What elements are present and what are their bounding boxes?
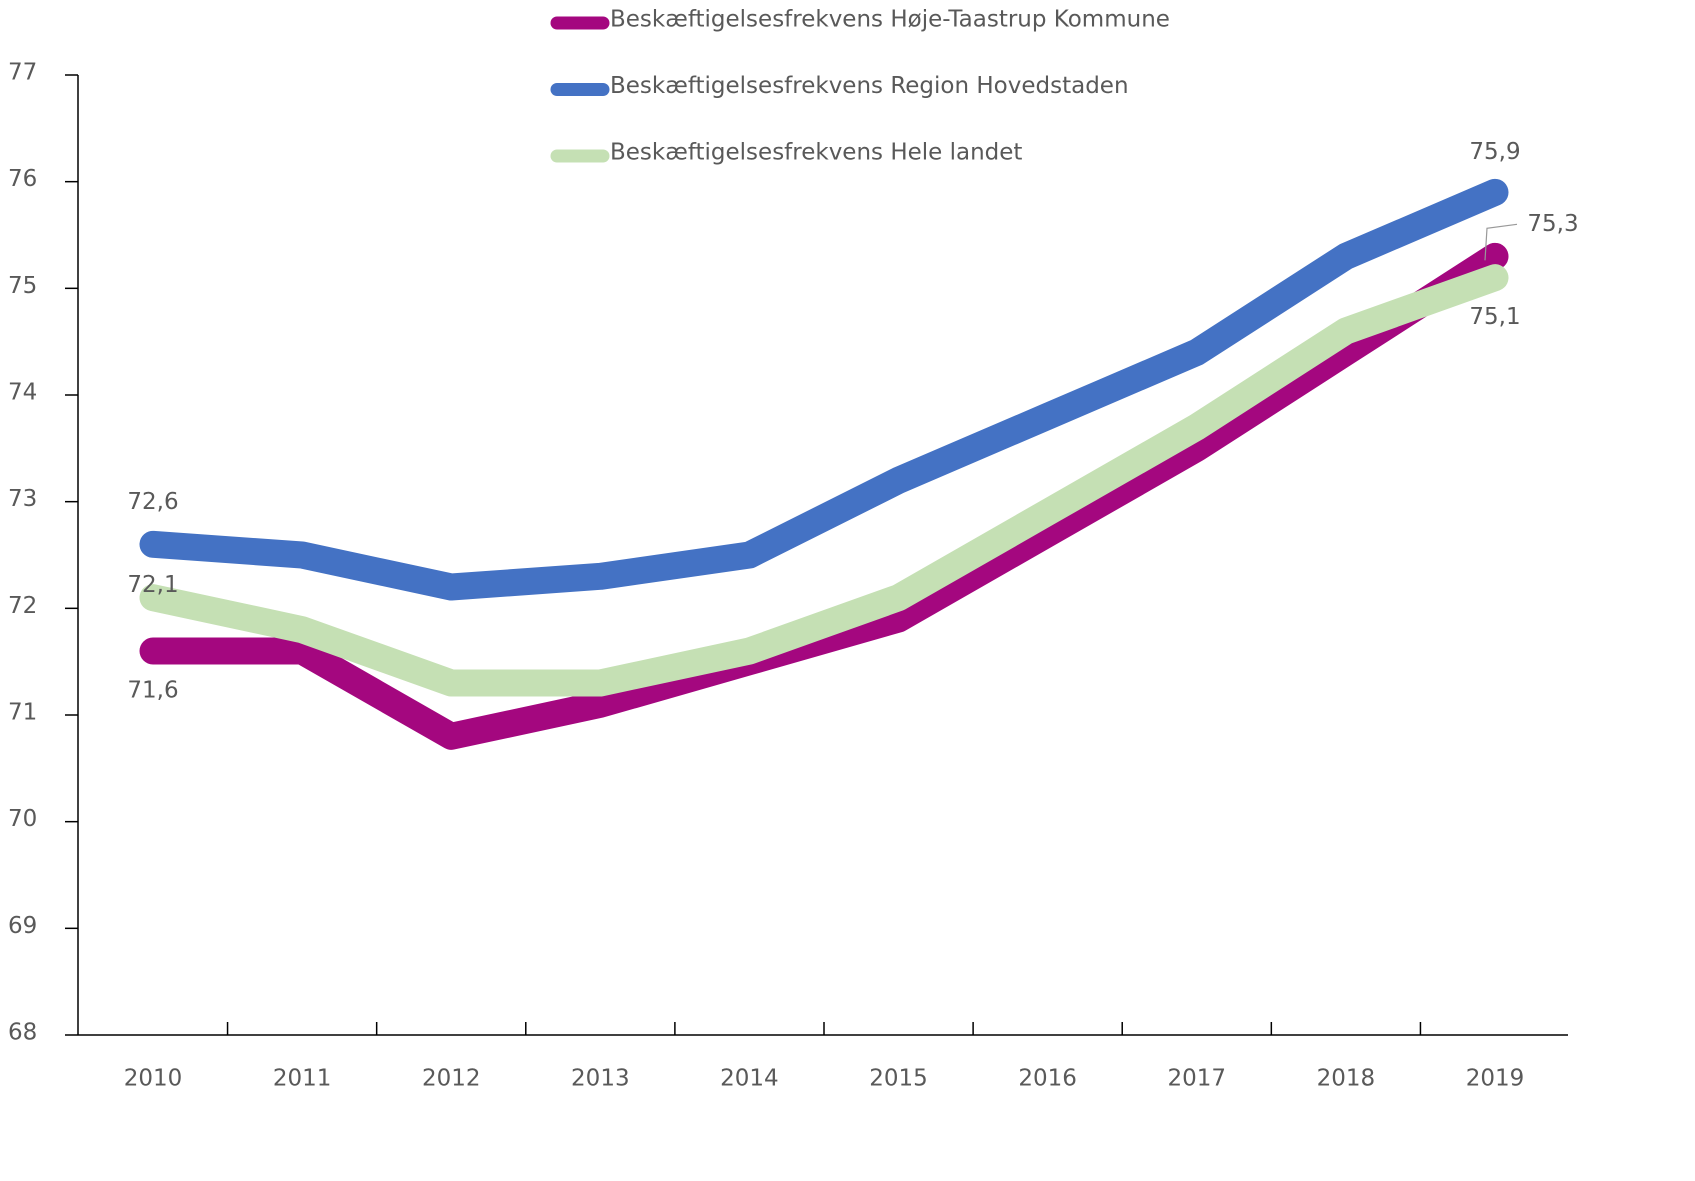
legend-label: Beskæftigelsesfrekvens Høje-Taastrup Kom…	[610, 7, 1170, 33]
x-tick-label: 2018	[1317, 1066, 1376, 1092]
x-tick-label: 2010	[124, 1066, 183, 1092]
data-label: 75,1	[1469, 304, 1520, 330]
y-tick-label: 75	[8, 273, 37, 299]
y-tick-label: 76	[8, 166, 37, 192]
legend-label: Beskæftigelsesfrekvens Hele landet	[610, 140, 1022, 166]
y-tick-label: 72	[8, 593, 37, 619]
y-tick-label: 73	[8, 486, 37, 512]
legend-label: Beskæftigelsesfrekvens Region Hovedstade…	[610, 73, 1129, 99]
x-tick-label: 2014	[720, 1066, 779, 1092]
y-tick-label: 71	[8, 700, 37, 726]
series-line	[139, 178, 1509, 601]
y-tick-label: 68	[8, 1020, 37, 1046]
x-tick-label: 2012	[422, 1066, 481, 1092]
x-tick-label: 2017	[1168, 1066, 1227, 1092]
x-tick-label: 2019	[1466, 1066, 1525, 1092]
y-tick-label: 77	[8, 60, 37, 86]
y-tick-label: 70	[8, 806, 37, 832]
x-tick-label: 2015	[869, 1066, 928, 1092]
y-tick-label: 69	[8, 913, 37, 939]
data-label: 72,1	[127, 572, 178, 598]
data-label: 75,3	[1527, 211, 1578, 237]
x-tick-label: 2013	[571, 1066, 630, 1092]
leader-line	[1484, 223, 1518, 261]
y-tick-label: 74	[8, 380, 37, 406]
data-label: 72,6	[127, 489, 178, 515]
data-label: 71,6	[127, 678, 178, 704]
series-line	[139, 242, 1509, 750]
series-line	[139, 264, 1509, 697]
x-tick-label: 2016	[1018, 1066, 1077, 1092]
x-tick-label: 2011	[273, 1066, 332, 1092]
data-label: 75,9	[1469, 139, 1520, 165]
